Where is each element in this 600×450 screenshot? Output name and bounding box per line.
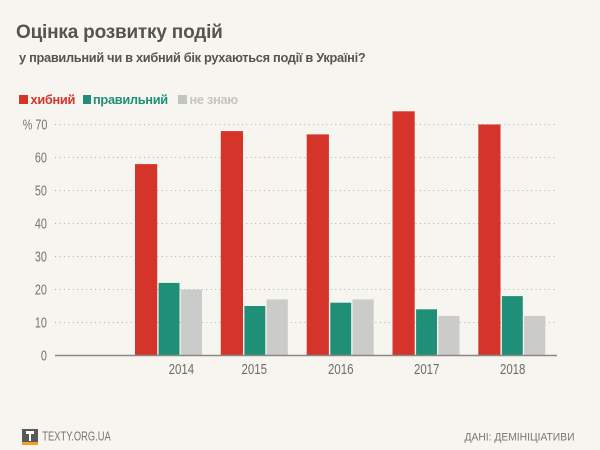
svg-text:10: 10 (35, 315, 47, 332)
svg-text:40: 40 (35, 216, 47, 233)
svg-text:2017: 2017 (414, 361, 440, 378)
svg-text:ДАНІ: ДЕМІНІЦІАТИВИ: ДАНІ: ДЕМІНІЦІАТИВИ (465, 431, 575, 443)
svg-text:2016: 2016 (328, 361, 354, 378)
svg-text:60: 60 (35, 150, 47, 167)
svg-text:50: 50 (35, 183, 47, 200)
svg-text:20: 20 (35, 282, 47, 299)
svg-text:% 70: % 70 (23, 117, 48, 134)
svg-text:2015: 2015 (242, 361, 268, 378)
svg-text:30: 30 (35, 249, 47, 266)
svg-text:2018: 2018 (500, 361, 526, 378)
svg-text:2014: 2014 (169, 361, 195, 378)
svg-text:0: 0 (41, 348, 47, 365)
svg-text:TEXTY.ORG.UA: TEXTY.ORG.UA (42, 430, 111, 444)
